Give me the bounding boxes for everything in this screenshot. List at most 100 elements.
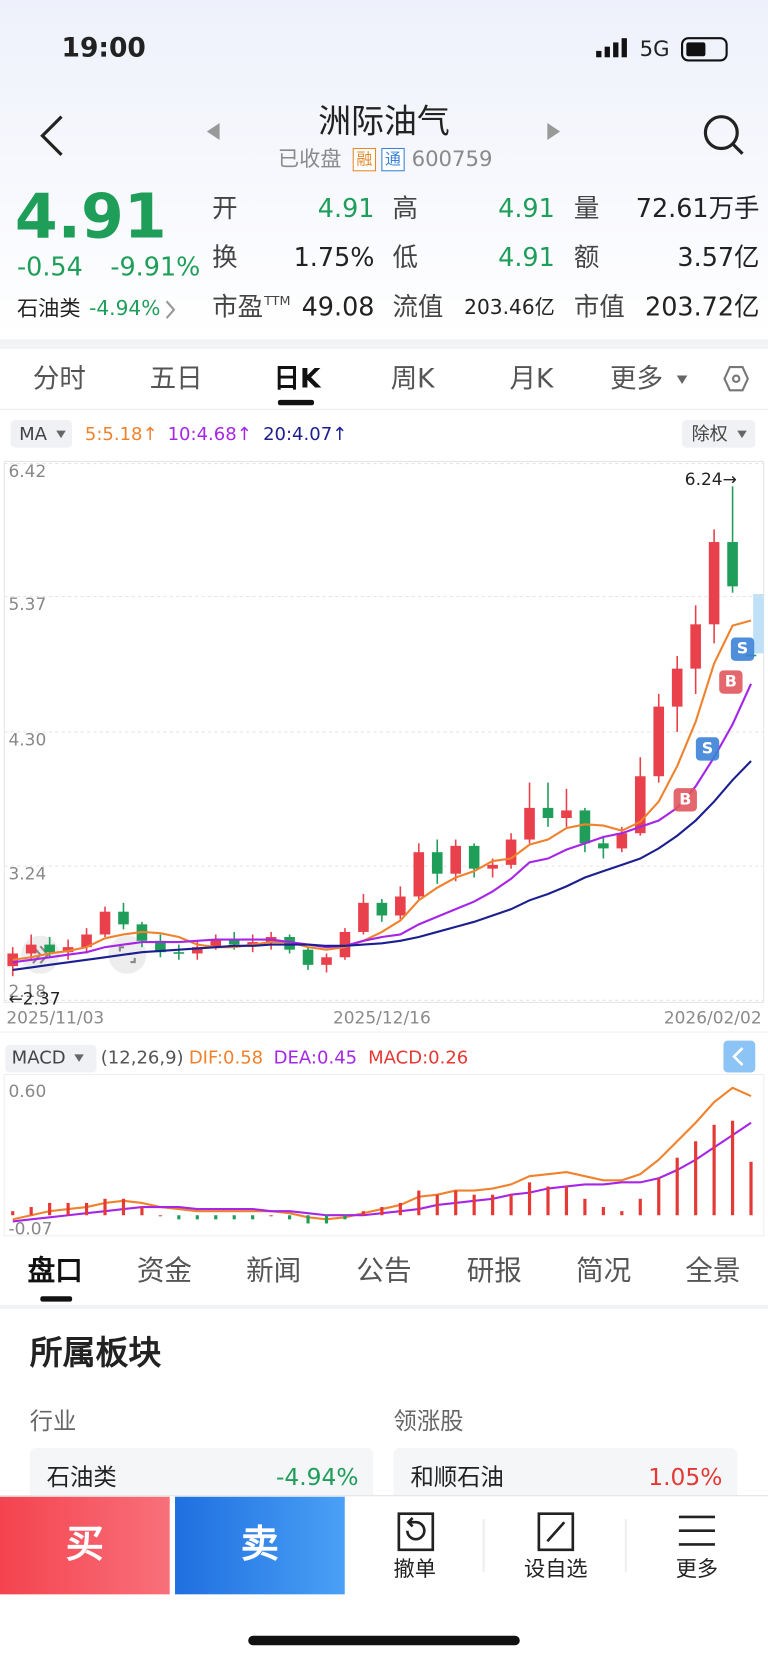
search-button[interactable] — [703, 115, 739, 151]
detail-tab[interactable]: 公告 — [356, 1254, 411, 1287]
macd-bar — [398, 1202, 402, 1216]
chart-tab[interactable]: 分时 — [33, 363, 86, 394]
stat-label: 市盈 — [212, 293, 263, 323]
candle-body — [671, 668, 683, 707]
macd-bar — [564, 1186, 569, 1216]
stat-value: 203.46亿 — [464, 295, 555, 319]
tag: 融 — [356, 150, 372, 169]
candle-body — [247, 942, 258, 945]
watch-icon[interactable] — [537, 1512, 575, 1552]
separator — [0, 339, 768, 349]
macd-bar — [491, 1194, 495, 1216]
tag: 通 — [385, 150, 401, 169]
industry-pct: -4.94% — [276, 1463, 359, 1491]
stat-label: 额 — [574, 243, 599, 273]
stat-sup: TTM — [263, 293, 290, 308]
chart-tab[interactable]: 月K — [510, 363, 555, 394]
buy-label: 买 — [66, 1523, 104, 1567]
trade-signal-label: B — [679, 789, 691, 808]
macd-bar — [306, 1215, 310, 1224]
candle-body — [431, 852, 443, 874]
candle-body — [99, 911, 111, 935]
macd-bar — [546, 1186, 550, 1216]
column-label: 领涨股 — [394, 1407, 464, 1435]
detail-tab[interactable]: 研报 — [467, 1254, 522, 1287]
candle-body — [413, 852, 425, 897]
macd-bar — [158, 1215, 162, 1217]
macd-bar — [694, 1141, 698, 1216]
y-tick-label: 0.60 — [8, 1082, 46, 1102]
macd-bar — [251, 1215, 255, 1220]
candle-body — [321, 957, 332, 965]
macd-bar — [527, 1182, 532, 1216]
adjust-select[interactable] — [682, 420, 756, 448]
industry-name: 石油类 — [47, 1463, 117, 1491]
candle-body — [616, 833, 628, 849]
signal-icon — [596, 38, 627, 58]
macd-bar — [601, 1207, 605, 1216]
ma-line — [12, 683, 752, 964]
candle-body — [561, 810, 572, 819]
watch-label[interactable]: 设自选 — [524, 1557, 588, 1582]
chart-tab[interactable]: 更多 — [610, 363, 663, 394]
macd-frame — [3, 1074, 765, 1237]
more-icon[interactable] — [678, 1515, 715, 1546]
buy-button[interactable] — [0, 1496, 170, 1595]
sector-pct[interactable]: -4.94% — [89, 296, 160, 320]
macd-bar — [749, 1161, 753, 1216]
candle-body — [708, 542, 720, 625]
indicator-select[interactable] — [5, 1044, 97, 1073]
chart-tab[interactable]: 五日 — [150, 363, 203, 394]
stat-value: 4.91 — [318, 194, 375, 224]
macd-bar — [48, 1202, 52, 1216]
chart-tab-active[interactable]: 日K — [273, 363, 321, 394]
stat-value: 203.72亿 — [645, 293, 759, 323]
detail-tab[interactable]: 全景 — [685, 1254, 740, 1287]
tab-underline — [277, 399, 314, 406]
macd-bar — [509, 1194, 513, 1216]
candle-body — [191, 947, 203, 954]
macd-bar — [472, 1194, 476, 1216]
macd-bar — [269, 1215, 273, 1217]
adjust-label: 除权 — [692, 424, 728, 445]
macd-bar — [121, 1198, 126, 1216]
dropdown-arrow — [737, 430, 747, 439]
candle-body — [358, 902, 369, 932]
indicator-name: MA — [19, 424, 48, 445]
cancel-icon[interactable] — [397, 1512, 435, 1552]
detail-tab[interactable]: 简况 — [576, 1254, 631, 1287]
next-stock[interactable] — [547, 123, 561, 141]
indicator-select[interactable] — [10, 420, 73, 448]
price-change: -0.54 — [17, 252, 83, 282]
candle-body — [634, 776, 646, 834]
stat-label: 高 — [392, 194, 417, 224]
y-tick-label: 3.24 — [8, 865, 46, 885]
market-state: 已收盘 — [278, 147, 342, 172]
stat-value: 4.91 — [498, 194, 555, 224]
sector-name[interactable]: 石油类 — [17, 297, 81, 322]
macd-bar — [675, 1157, 679, 1216]
more-label[interactable]: 更多 — [676, 1557, 718, 1582]
back-button[interactable] — [40, 115, 63, 156]
candle-body — [579, 810, 591, 844]
macd-bar — [287, 1215, 292, 1220]
detail-tab[interactable]: 新闻 — [246, 1254, 301, 1287]
x-label: 2025/11/03 — [6, 1008, 104, 1028]
detail-tab[interactable]: 资金 — [137, 1254, 192, 1287]
candle-body — [118, 911, 129, 925]
chart-tab[interactable]: 周K — [391, 363, 435, 394]
collapse-button[interactable] — [723, 1040, 756, 1073]
leader-pct: 1.05% — [648, 1463, 722, 1491]
stock-code: 600759 — [412, 147, 493, 172]
sell-button[interactable] — [175, 1496, 345, 1595]
prev-stock[interactable] — [206, 123, 220, 141]
indicator-params: (12,26,9) — [101, 1048, 184, 1069]
ma-line — [12, 619, 752, 961]
cancel-label[interactable]: 撤单 — [394, 1557, 436, 1582]
macd-bar — [361, 1211, 366, 1216]
detail-tab-active[interactable]: 盘口 — [28, 1254, 83, 1287]
x-label: 2026/02/02 — [664, 1008, 762, 1028]
stat-value: 1.75% — [294, 243, 375, 273]
last-price: 4.91 — [15, 181, 167, 253]
settings-button[interactable] — [723, 365, 750, 392]
